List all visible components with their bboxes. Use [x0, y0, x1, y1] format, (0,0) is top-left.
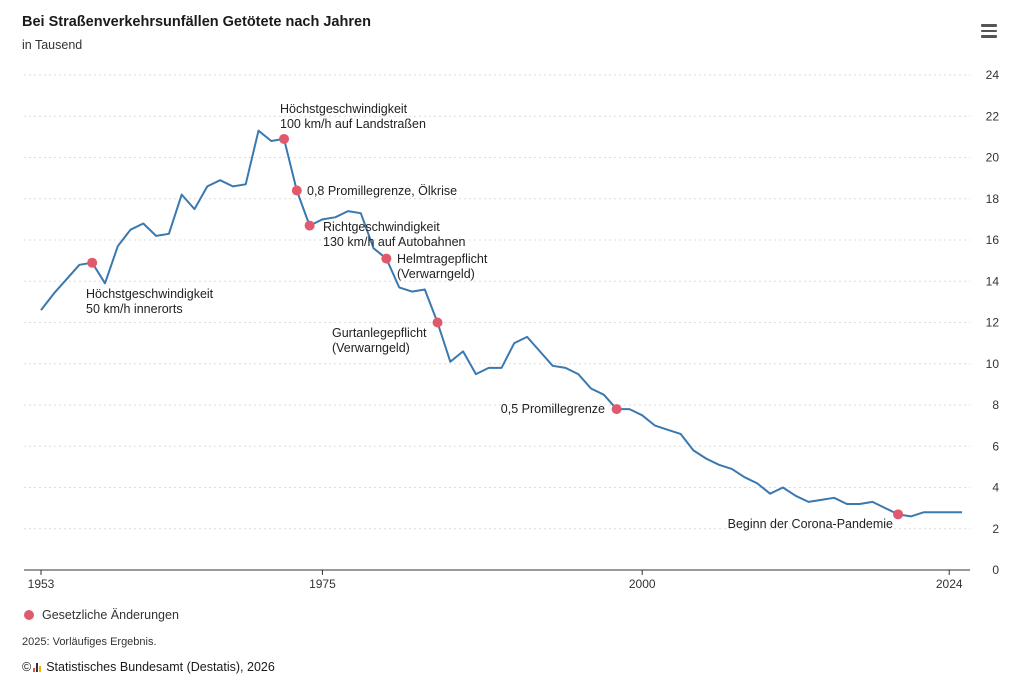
copyright-symbol: ©	[22, 660, 32, 674]
annotation-label: Höchstgeschwindigkeit	[280, 102, 408, 116]
annotation-marker	[432, 317, 443, 328]
menu-icon[interactable]	[979, 22, 1001, 40]
annotation-label: (Verwarngeld)	[397, 267, 475, 281]
y-tick-label: 16	[986, 233, 1000, 247]
y-tick-label: 22	[986, 109, 1000, 123]
annotation-marker	[893, 509, 904, 520]
y-tick-label: 14	[986, 274, 1000, 288]
annotation-label: 0,8 Promillegrenze, Ölkrise	[307, 184, 457, 198]
source-text: Statistisches Bundesamt (Destatis), 2026	[46, 660, 275, 674]
legend-label: Gesetzliche Änderungen	[42, 608, 179, 622]
annotation-marker	[291, 185, 302, 196]
y-tick-label: 6	[992, 439, 999, 453]
legend-marker-icon	[24, 610, 34, 620]
y-tick-label: 4	[992, 481, 999, 495]
y-tick-label: 12	[986, 316, 1000, 330]
legend-item-legal-changes[interactable]: Gesetzliche Änderungen	[24, 608, 179, 622]
annotation-marker	[87, 257, 98, 268]
y-tick-label: 0	[992, 563, 999, 577]
series-line	[40, 129, 962, 518]
x-tick-label: 1975	[309, 577, 336, 591]
y-tick-label: 10	[986, 357, 1000, 371]
x-tick-label: 1953	[28, 577, 55, 591]
annotation-marker	[279, 133, 290, 144]
x-tick-label: 2000	[629, 577, 656, 591]
chart-title: Bei Straßenverkehrsunfällen Getötete nac…	[22, 14, 371, 30]
annotation-label: 0,5 Promillegrenze	[501, 402, 605, 416]
annotation-label: Gurtanlegepflicht	[332, 326, 427, 340]
annotation-label: 130 km/h auf Autobahnen	[323, 235, 466, 249]
annotation-label: Beginn der Corona-Pandemie	[728, 517, 893, 531]
annotation-label: Richtgeschwindigkeit	[323, 220, 440, 234]
y-tick-label: 24	[986, 68, 1000, 82]
annotation-marker	[381, 253, 392, 264]
source-line: © Statistisches Bundesamt (Destatis), 20…	[22, 660, 275, 674]
annotation-label: Helmtragepflicht	[397, 252, 488, 266]
y-tick-label: 8	[992, 398, 999, 412]
y-tick-label: 18	[986, 192, 1000, 206]
annotation-label: Höchstgeschwindigkeit	[86, 287, 214, 301]
y-tick-label: 2	[992, 522, 999, 536]
annotation-label: 100 km/h auf Landstraßen	[280, 117, 426, 131]
annotation-marker	[304, 220, 315, 231]
destatis-logo-icon	[33, 662, 42, 672]
chart-subtitle: in Tausend	[22, 38, 83, 52]
x-tick-label: 2024	[936, 577, 963, 591]
y-tick-label: 20	[986, 151, 1000, 165]
annotation-label: (Verwarngeld)	[332, 341, 410, 355]
annotation-marker	[611, 404, 622, 415]
annotation-label: 50 km/h innerorts	[86, 302, 183, 316]
footnote: 2025: Vorläufiges Ergebnis.	[22, 636, 157, 648]
